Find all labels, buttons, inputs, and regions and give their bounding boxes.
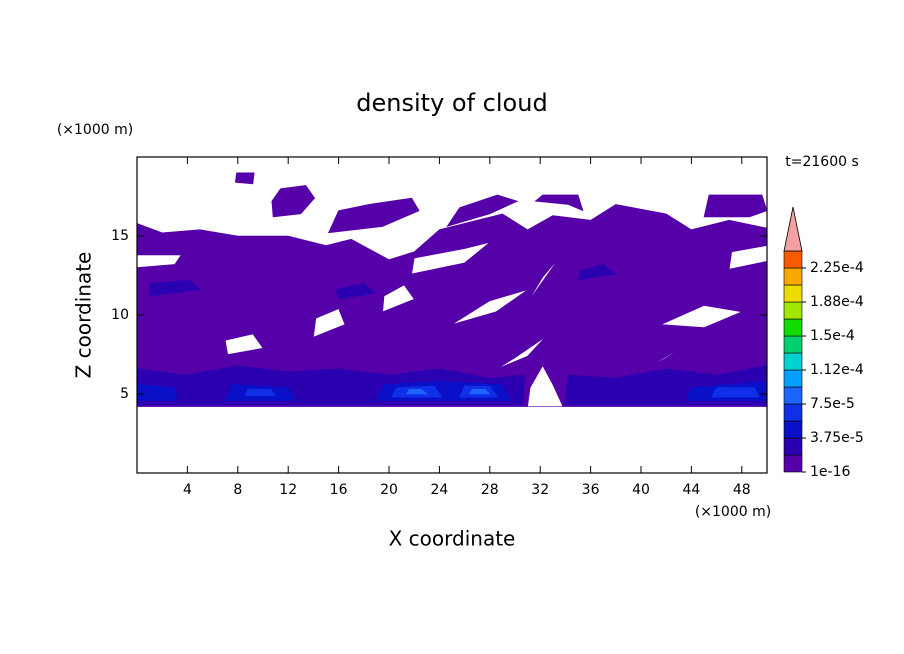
colorbar-band [783, 403, 803, 422]
x-tick-label: 20 [380, 482, 398, 498]
colorbar-band [783, 420, 803, 439]
colorbar-tick-label: 2.25e-4 [810, 260, 864, 276]
colorbar-band [783, 352, 803, 371]
colorbar-tick-label: 3.75e-5 [810, 430, 864, 446]
colorbar-band [783, 301, 803, 320]
colorbar-band [783, 369, 803, 388]
x-tick-label: 48 [733, 482, 751, 498]
x-unit: (×1000 m) [695, 504, 771, 520]
contour-region [136, 381, 768, 401]
x-tick-label: 4 [183, 482, 192, 498]
contour-region [136, 204, 768, 407]
contour-region [534, 194, 584, 212]
colorbar-tick-label: 1.88e-4 [810, 294, 864, 310]
x-tick-label: 40 [632, 482, 650, 498]
colorbar-band [783, 250, 803, 269]
chart-title: density of cloud [356, 89, 547, 117]
colorbar-band [783, 386, 803, 405]
x-tick-label: 12 [279, 482, 297, 498]
x-tick-label: 28 [481, 482, 499, 498]
colorbar-band [783, 454, 803, 473]
contour-region [244, 385, 760, 398]
contour-field [136, 172, 768, 407]
colorbar-tick-label: 1e-16 [810, 464, 850, 480]
colorbar-tick-label: 1.12e-4 [810, 362, 864, 378]
y-tick-label: 10 [111, 307, 129, 323]
y-axis-label: Z coordinate [72, 252, 96, 379]
x-tick-label: 16 [330, 482, 348, 498]
y-unit: (×1000 m) [57, 122, 133, 138]
colorbar-band [783, 318, 803, 337]
contour-region [271, 185, 316, 218]
contour-region [703, 194, 768, 218]
contour-region [234, 172, 255, 185]
colorbar-band [783, 284, 803, 303]
y-tick-label: 5 [120, 386, 129, 402]
x-tick-label: 24 [430, 482, 448, 498]
x-tick-label: 8 [233, 482, 242, 498]
x-tick-label: 32 [531, 482, 549, 498]
colorbar-band [783, 267, 803, 286]
x-tick-label: 36 [582, 482, 600, 498]
y-tick-label: 15 [111, 228, 129, 244]
colorbar-extend [783, 206, 803, 252]
contour-region [406, 389, 491, 395]
time-label: t=21600 s [785, 154, 859, 170]
x-axis-label: X coordinate [389, 527, 516, 551]
contour-region [446, 194, 519, 228]
x-tick-label: 44 [682, 482, 700, 498]
colorbar-band [783, 437, 803, 456]
contour-region [328, 197, 420, 234]
colorbar-tick-label: 7.5e-5 [810, 396, 855, 412]
colorbar-tick-label: 1.5e-4 [810, 328, 855, 344]
colorbar-band [783, 335, 803, 354]
